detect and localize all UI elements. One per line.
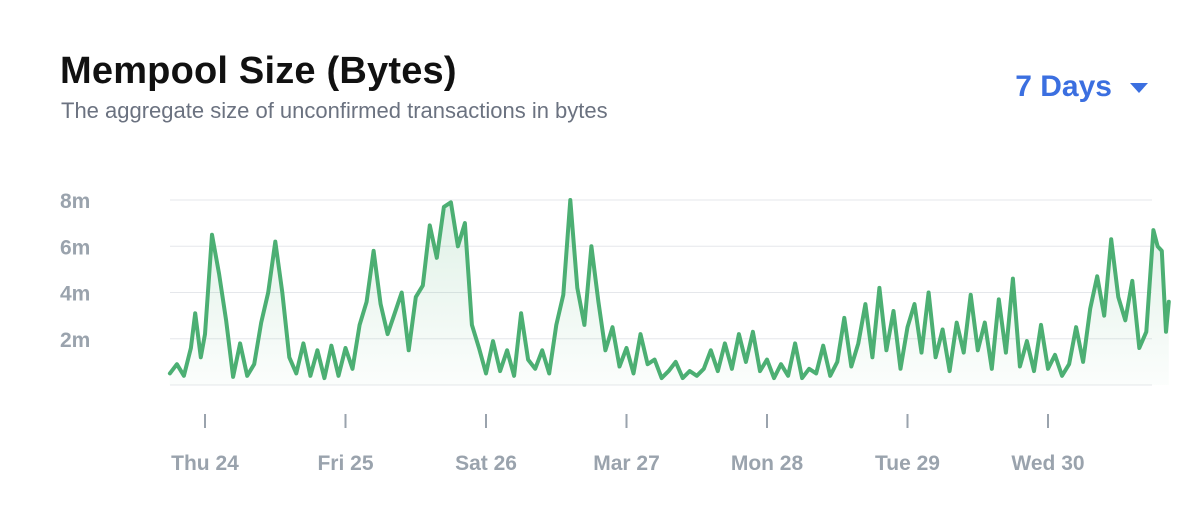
x-tick-label: Fri 25 bbox=[317, 452, 373, 475]
x-tick-label: Sat 26 bbox=[455, 452, 517, 475]
x-tick-label: Thu 24 bbox=[171, 452, 239, 475]
time-range-label: 7 Days bbox=[1015, 70, 1112, 103]
caret-down-icon bbox=[1130, 83, 1148, 93]
y-tick-label: 6m bbox=[60, 236, 90, 259]
y-tick-label: 2m bbox=[60, 329, 90, 352]
y-tick-label: 8m bbox=[60, 190, 90, 213]
y-axis-ticks: 2m 4m 6m 8m bbox=[60, 190, 90, 352]
series-line bbox=[167, 198, 1171, 381]
chart-subtitle: The aggregate size of unconfirmed transa… bbox=[61, 98, 608, 123]
y-tick-label: 4m bbox=[60, 283, 90, 306]
time-range-dropdown[interactable]: 7 Days bbox=[1015, 70, 1148, 104]
x-tick-label: Wed 30 bbox=[1011, 452, 1084, 475]
x-axis-ticks: Thu 24 Fri 25 Sat 26 Mar 27 Mon 28 Tue 29 Wed … bbox=[171, 414, 1085, 475]
x-tick-label: Mon 28 bbox=[731, 452, 804, 475]
x-tick-label: Mar 27 bbox=[593, 452, 660, 475]
x-tick-label: Tue 29 bbox=[875, 452, 940, 475]
chart-title: Mempool Size (Bytes) bbox=[60, 50, 457, 92]
